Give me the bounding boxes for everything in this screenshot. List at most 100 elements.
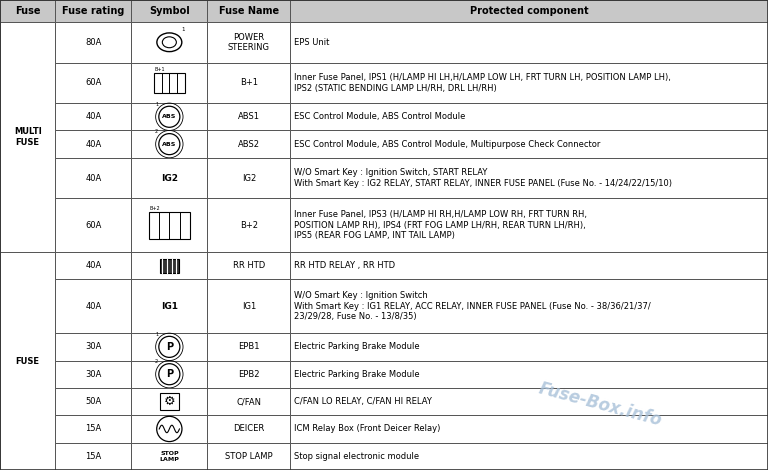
Bar <box>131 388 207 415</box>
Bar <box>207 443 290 470</box>
Text: 60A: 60A <box>85 78 101 87</box>
Bar <box>55 388 131 415</box>
Text: Fuse: Fuse <box>15 6 41 16</box>
Bar <box>290 103 768 131</box>
Bar <box>0 0 55 22</box>
Text: 2: 2 <box>155 129 158 134</box>
Bar <box>207 388 290 415</box>
Text: ABS: ABS <box>162 141 177 147</box>
Bar <box>55 103 131 131</box>
Text: IG2: IG2 <box>242 173 256 182</box>
Text: B+2: B+2 <box>150 206 161 211</box>
Bar <box>131 252 207 280</box>
Bar <box>290 0 768 22</box>
Bar <box>290 63 768 103</box>
Text: ESC Control Module, ABS Control Module: ESC Control Module, ABS Control Module <box>294 112 465 121</box>
Bar <box>207 158 290 198</box>
Text: W/O Smart Key : Ignition Switch
With Smart Key : IG1 RELAY, ACC RELAY, INNER FUS: W/O Smart Key : Ignition Switch With Sma… <box>294 291 651 321</box>
Bar <box>290 280 768 333</box>
Text: IG2: IG2 <box>161 173 178 182</box>
Bar <box>207 252 290 280</box>
Bar <box>131 280 207 333</box>
Text: ESC Control Module, ABS Control Module, Multipurpose Check Connector: ESC Control Module, ABS Control Module, … <box>294 140 601 149</box>
Bar <box>0 22 55 252</box>
Bar <box>55 131 131 158</box>
Text: Fuse rating: Fuse rating <box>62 6 124 16</box>
Bar <box>55 22 131 63</box>
Bar <box>131 360 207 388</box>
Bar <box>55 63 131 103</box>
Bar <box>55 198 131 252</box>
Text: Symbol: Symbol <box>149 6 190 16</box>
Bar <box>131 415 207 443</box>
Bar <box>131 158 207 198</box>
Text: EPB1: EPB1 <box>238 342 260 352</box>
Bar <box>131 333 207 360</box>
Text: 30A: 30A <box>85 342 101 352</box>
Text: 2: 2 <box>155 359 158 364</box>
Bar <box>290 415 768 443</box>
Bar <box>290 388 768 415</box>
Text: IG1: IG1 <box>161 302 178 311</box>
Text: 80A: 80A <box>85 38 101 47</box>
Text: Stop signal electronic module: Stop signal electronic module <box>294 452 419 461</box>
Text: ⚙: ⚙ <box>164 395 175 408</box>
Bar <box>207 280 290 333</box>
Text: Electric Parking Brake Module: Electric Parking Brake Module <box>294 342 420 352</box>
Bar <box>207 360 290 388</box>
Bar <box>131 198 207 252</box>
Text: Protected component: Protected component <box>470 6 588 16</box>
Text: 15A: 15A <box>85 424 101 433</box>
Bar <box>207 63 290 103</box>
Bar <box>290 158 768 198</box>
Bar <box>207 198 290 252</box>
Bar <box>290 333 768 360</box>
Text: MULTI
FUSE: MULTI FUSE <box>14 127 41 147</box>
Bar <box>131 131 207 158</box>
Bar <box>131 0 207 22</box>
Text: STOP
LAMP: STOP LAMP <box>160 451 179 462</box>
Bar <box>55 158 131 198</box>
Text: P: P <box>166 369 173 379</box>
Text: 40A: 40A <box>85 112 101 121</box>
Text: P: P <box>166 342 173 352</box>
Text: 40A: 40A <box>85 302 101 311</box>
Text: FUSE: FUSE <box>15 357 40 366</box>
Bar <box>154 73 185 93</box>
Bar <box>55 415 131 443</box>
Bar <box>55 360 131 388</box>
Bar <box>149 212 190 239</box>
Text: EPB2: EPB2 <box>238 370 260 379</box>
Text: 50A: 50A <box>85 397 101 406</box>
Text: 15A: 15A <box>85 452 101 461</box>
Bar <box>207 103 290 131</box>
Bar <box>290 360 768 388</box>
Bar <box>160 393 179 410</box>
Bar <box>207 415 290 443</box>
Bar <box>55 252 131 280</box>
Bar <box>207 22 290 63</box>
Bar <box>207 0 290 22</box>
Text: Inner Fuse Panel, IPS1 (H/LAMP HI LH,H/LAMP LOW LH, FRT TURN LH, POSITION LAMP L: Inner Fuse Panel, IPS1 (H/LAMP HI LH,H/L… <box>294 73 671 93</box>
Bar <box>55 280 131 333</box>
Text: STOP LAMP: STOP LAMP <box>225 452 273 461</box>
Text: 1: 1 <box>155 102 158 107</box>
Text: 40A: 40A <box>85 140 101 149</box>
Text: RR HTD: RR HTD <box>233 261 265 270</box>
Text: ABS2: ABS2 <box>238 140 260 149</box>
Text: W/O Smart Key : Ignition Switch, START RELAY
With Smart Key : IG2 RELAY, START R: W/O Smart Key : Ignition Switch, START R… <box>294 168 672 188</box>
Text: 60A: 60A <box>85 221 101 230</box>
Text: B+2: B+2 <box>240 221 258 230</box>
Text: POWER
STEERING: POWER STEERING <box>228 32 270 52</box>
Bar <box>290 198 768 252</box>
Text: Electric Parking Brake Module: Electric Parking Brake Module <box>294 370 420 379</box>
Text: B+1: B+1 <box>240 78 258 87</box>
Text: RR HTD RELAY , RR HTD: RR HTD RELAY , RR HTD <box>294 261 396 270</box>
Text: 30A: 30A <box>85 370 101 379</box>
Text: 40A: 40A <box>85 261 101 270</box>
Bar <box>160 259 179 273</box>
Bar <box>290 22 768 63</box>
Text: Fuse-Box.info: Fuse-Box.info <box>536 380 664 430</box>
Text: ABS1: ABS1 <box>238 112 260 121</box>
Bar <box>55 0 131 22</box>
